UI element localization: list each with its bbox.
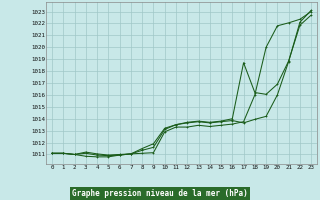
- Text: Graphe pression niveau de la mer (hPa): Graphe pression niveau de la mer (hPa): [72, 189, 248, 198]
